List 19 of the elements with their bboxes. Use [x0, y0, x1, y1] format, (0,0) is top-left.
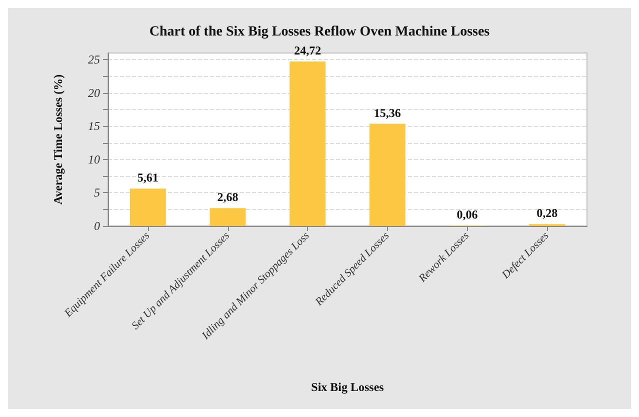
- y-tick-label: 15: [88, 119, 100, 134]
- bar: [369, 124, 406, 226]
- y-tick-label: 20: [88, 86, 100, 100]
- y-axis-title: Average Time Losses (%): [51, 74, 65, 205]
- y-tick-label: 5: [94, 186, 100, 200]
- x-axis-title: Six Big Losses: [311, 380, 384, 394]
- data-label: 5,61: [137, 170, 158, 185]
- y-tick-label: 25: [88, 52, 100, 67]
- bar: [210, 208, 246, 226]
- data-label: 15,36: [374, 106, 401, 120]
- data-label: 0,06: [456, 208, 478, 222]
- data-label: 2,68: [217, 190, 238, 204]
- data-label: 0,28: [536, 206, 558, 220]
- y-tick-label: 10: [88, 152, 100, 166]
- bar: [290, 62, 326, 226]
- bar: [130, 188, 166, 226]
- data-label: 24,72: [294, 44, 322, 58]
- y-tick-label: 0: [94, 219, 100, 233]
- chart-title: Chart of the Six Big Losses Reflow Oven Machine Losses: [149, 24, 490, 40]
